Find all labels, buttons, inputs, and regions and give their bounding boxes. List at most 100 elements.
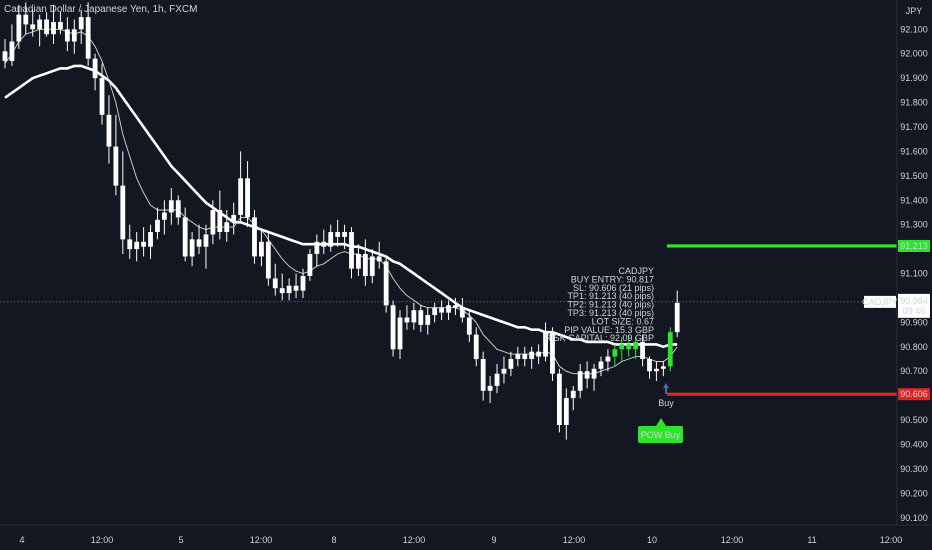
ema-fast-line xyxy=(4,28,678,375)
y-tick-label: 91.900 xyxy=(900,73,928,83)
candle-body xyxy=(286,285,292,294)
candle-body xyxy=(647,359,652,372)
candle-body xyxy=(217,210,223,233)
candle-body xyxy=(203,234,209,247)
candle-body xyxy=(78,17,84,30)
candle-body xyxy=(487,385,493,391)
candle-body xyxy=(342,232,347,237)
candle-body xyxy=(459,307,465,318)
price-axis-bg xyxy=(897,0,932,550)
candle-body xyxy=(390,305,396,350)
candle-layer xyxy=(2,2,680,440)
candle-body xyxy=(667,332,673,367)
candle-body xyxy=(494,373,500,386)
y-tick-label: 91.600 xyxy=(900,146,928,156)
candle-body xyxy=(529,351,535,360)
candle-body xyxy=(321,241,327,247)
sl-price-tag-label: 90.606 xyxy=(900,389,928,399)
candle-body xyxy=(238,178,244,215)
candle-body xyxy=(71,29,77,42)
candle-body xyxy=(293,285,299,291)
candle-body xyxy=(633,341,639,350)
info-box-line: LOT SIZE: 0.67 xyxy=(592,316,654,326)
info-box-line: TP2: 91.213 (40 pips) xyxy=(567,300,654,310)
candle-body xyxy=(404,317,410,323)
candle-body xyxy=(432,307,438,316)
candle-body xyxy=(161,212,167,220)
info-box-line: SL: 90.606 (21 pips) xyxy=(573,283,654,293)
x-tick-label: 9 xyxy=(491,535,496,545)
y-tick-label: 92.100 xyxy=(900,24,928,34)
candle-body xyxy=(2,51,8,62)
candle-body xyxy=(224,222,230,233)
currency-label: JPY xyxy=(906,6,923,16)
candle-body xyxy=(605,356,611,362)
candle-body xyxy=(30,24,36,30)
candle-body xyxy=(120,185,126,240)
candle-body xyxy=(619,344,625,350)
info-box-line: BUY ENTRY: 90.817 xyxy=(571,274,654,284)
tp-price-tag xyxy=(898,239,930,252)
candle-body xyxy=(466,317,472,335)
y-tick-label: 91.700 xyxy=(900,122,928,132)
candle-body xyxy=(335,232,341,237)
symbol-tag xyxy=(864,295,896,308)
pow-buy-badge-label: POW Buy xyxy=(641,430,681,440)
x-tick-label: 4 xyxy=(19,535,24,545)
candle-body xyxy=(654,368,659,372)
candle-body xyxy=(99,78,105,115)
y-tick-label: 90.100 xyxy=(900,513,928,523)
candle-body xyxy=(106,114,112,147)
candle-body xyxy=(640,341,645,360)
candle-body xyxy=(175,200,181,218)
candle-body xyxy=(612,349,618,357)
candle-body xyxy=(307,254,313,276)
take-profit-line xyxy=(667,244,897,248)
candle-body xyxy=(674,302,680,333)
candle-body xyxy=(300,275,306,291)
time-axis-bg xyxy=(0,525,932,550)
current-price-tag xyxy=(898,293,930,318)
y-tick-label: 91.300 xyxy=(900,220,928,230)
badge-pointer xyxy=(656,418,666,426)
candle-body xyxy=(557,373,562,425)
candle-body xyxy=(51,21,56,35)
candle-body xyxy=(134,241,140,250)
candle-body xyxy=(272,278,278,289)
candle-body xyxy=(453,305,458,308)
candle-body xyxy=(376,256,382,262)
x-tick-label: 12:00 xyxy=(563,535,586,545)
candle-body xyxy=(259,241,264,257)
y-tick-label: 91.800 xyxy=(900,98,928,108)
candle-body xyxy=(501,368,507,374)
candle-body xyxy=(660,366,666,369)
candle-body xyxy=(113,146,119,186)
ema-slow-line xyxy=(4,64,678,349)
candle-body xyxy=(23,14,29,25)
candle-body xyxy=(148,232,153,247)
current-price-value: 90.984 xyxy=(900,296,928,306)
candle-body xyxy=(210,210,216,235)
countdown-value: 09:46 xyxy=(903,306,926,316)
info-box-line: TP1: 91.213 (40 pips) xyxy=(567,291,654,301)
candle-body xyxy=(196,239,202,247)
chart-title: Canadian Dollar / Japanese Yen, 1h, FXCM xyxy=(4,4,198,15)
info-box-line: CADJPY xyxy=(618,266,654,276)
pow-buy-badge xyxy=(638,426,683,443)
candle-body xyxy=(92,58,98,79)
candle-body xyxy=(189,239,195,257)
y-tick-label: 90.400 xyxy=(900,440,928,450)
candle-body xyxy=(584,371,590,379)
x-tick-label: 5 xyxy=(178,535,183,545)
candle-body xyxy=(328,232,334,247)
y-tick-label: 91.400 xyxy=(900,195,928,205)
x-tick-label: 12:00 xyxy=(91,535,114,545)
candle-body xyxy=(314,241,320,255)
candle-body xyxy=(563,398,569,425)
candle-body xyxy=(16,14,22,42)
info-box-line: TP3: 91.213 (40 pips) xyxy=(567,308,654,318)
candle-body xyxy=(577,371,583,391)
candle-body xyxy=(439,307,444,313)
